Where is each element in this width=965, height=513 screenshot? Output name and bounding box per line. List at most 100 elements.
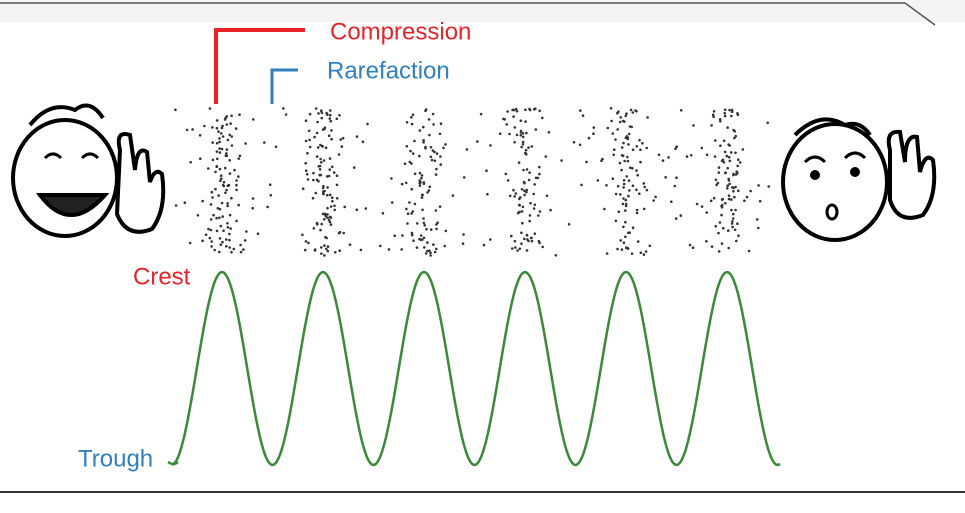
particle bbox=[627, 132, 631, 136]
particle bbox=[227, 183, 231, 187]
particle bbox=[316, 146, 320, 149]
particle bbox=[624, 114, 627, 118]
particle bbox=[312, 171, 315, 175]
particle bbox=[620, 248, 624, 251]
particle bbox=[715, 183, 718, 187]
particle bbox=[518, 247, 522, 251]
particle bbox=[723, 150, 727, 154]
particle bbox=[673, 184, 676, 188]
particle bbox=[210, 245, 213, 248]
particle bbox=[418, 181, 422, 185]
particle bbox=[522, 180, 526, 184]
particle bbox=[714, 178, 718, 182]
particle bbox=[413, 202, 417, 206]
right-listener bbox=[781, 117, 937, 242]
particle bbox=[422, 141, 425, 144]
particle bbox=[734, 134, 737, 138]
particle bbox=[322, 159, 326, 162]
particle bbox=[348, 243, 352, 246]
particle bbox=[712, 110, 716, 113]
particle bbox=[237, 175, 240, 178]
particle bbox=[323, 127, 326, 131]
particle bbox=[212, 213, 215, 217]
particle bbox=[325, 111, 328, 115]
particle bbox=[749, 189, 752, 193]
particle bbox=[228, 133, 231, 137]
particle bbox=[228, 213, 232, 217]
particle bbox=[331, 199, 334, 203]
particle bbox=[381, 212, 385, 215]
particle bbox=[605, 184, 608, 187]
particle bbox=[316, 120, 319, 124]
particle bbox=[319, 143, 322, 147]
particle bbox=[631, 167, 634, 170]
particle bbox=[426, 191, 429, 194]
particle bbox=[544, 155, 548, 158]
particle bbox=[612, 153, 615, 157]
particle bbox=[709, 199, 713, 203]
particle bbox=[405, 207, 408, 211]
particle bbox=[622, 197, 625, 200]
particle bbox=[524, 120, 527, 123]
particle bbox=[533, 203, 537, 207]
particle bbox=[626, 159, 630, 163]
particle bbox=[679, 109, 683, 112]
particle bbox=[728, 159, 732, 163]
particle bbox=[338, 114, 341, 117]
particle bbox=[624, 209, 627, 212]
particle bbox=[745, 195, 749, 199]
particle bbox=[734, 173, 738, 176]
particle bbox=[238, 113, 241, 116]
particle bbox=[320, 161, 323, 164]
particle bbox=[728, 108, 731, 112]
particle bbox=[444, 143, 447, 146]
particle bbox=[230, 196, 233, 200]
particle bbox=[616, 247, 619, 251]
particle bbox=[523, 193, 526, 197]
particle bbox=[534, 107, 537, 110]
particle bbox=[215, 141, 219, 145]
particle bbox=[418, 179, 422, 182]
particle bbox=[513, 195, 516, 198]
particle bbox=[718, 221, 722, 224]
particle bbox=[723, 108, 727, 112]
particle bbox=[326, 216, 329, 220]
particle bbox=[438, 205, 442, 208]
particle bbox=[628, 125, 632, 128]
particle bbox=[327, 134, 331, 137]
particle bbox=[225, 154, 229, 158]
particle bbox=[432, 123, 435, 126]
particle bbox=[735, 239, 738, 243]
particle bbox=[727, 177, 730, 181]
particle bbox=[722, 161, 726, 164]
particle bbox=[218, 151, 222, 154]
particle bbox=[732, 172, 735, 176]
particle bbox=[324, 146, 328, 149]
particle bbox=[532, 192, 535, 196]
particle bbox=[252, 118, 255, 121]
particle bbox=[723, 114, 727, 118]
particle bbox=[323, 218, 326, 221]
particle bbox=[401, 234, 404, 237]
particle bbox=[326, 213, 329, 216]
particle bbox=[511, 108, 514, 112]
particle bbox=[196, 214, 200, 217]
rarefaction-bracket bbox=[270, 68, 298, 104]
particle bbox=[731, 220, 734, 223]
particle bbox=[325, 236, 328, 240]
particle bbox=[520, 242, 523, 245]
particle bbox=[619, 239, 622, 242]
particle bbox=[587, 136, 591, 140]
particle bbox=[435, 152, 439, 155]
particle bbox=[256, 232, 260, 235]
particle bbox=[518, 197, 521, 201]
particle bbox=[627, 194, 630, 198]
particle bbox=[183, 201, 187, 204]
particle bbox=[738, 161, 742, 164]
particle bbox=[717, 250, 721, 253]
particle bbox=[610, 119, 613, 123]
particle bbox=[732, 128, 735, 132]
particle bbox=[635, 188, 638, 192]
particle bbox=[596, 179, 600, 182]
particle bbox=[730, 222, 734, 225]
